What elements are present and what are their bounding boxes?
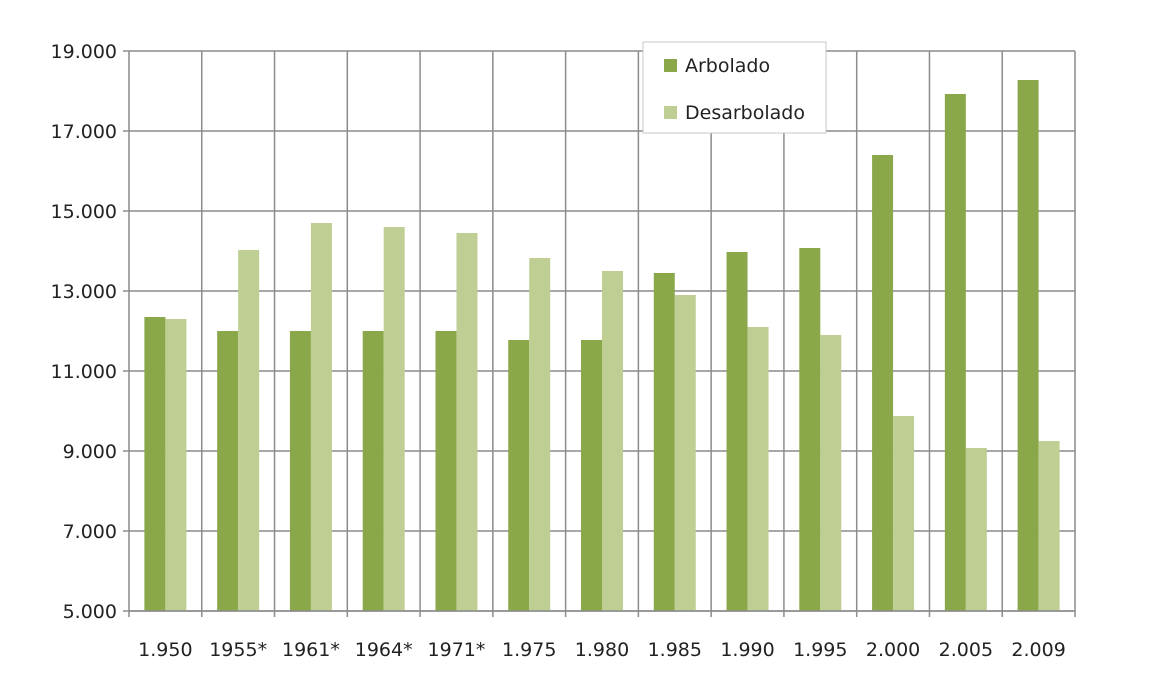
bar-desarbolado-4: [456, 233, 478, 611]
grid: [128, 50, 1076, 617]
x-tick-label: 1955*: [209, 639, 267, 661]
bar-desarbolado-10: [893, 416, 915, 611]
bar-desarbolado-11: [965, 448, 987, 611]
bar-arbolado-12: [1017, 80, 1039, 611]
bar-arbolado-0: [144, 317, 166, 611]
y-tick-label: 7.000: [63, 521, 117, 543]
legend-swatch-desarbolado: [664, 106, 677, 119]
bar-desarbolado-0: [165, 319, 187, 611]
x-tick-label: 2.000: [866, 639, 920, 661]
bar-desarbolado-2: [310, 223, 332, 611]
bar-arbolado-2: [289, 331, 311, 611]
x-tick-label: 1.950: [138, 639, 192, 661]
x-tick-label: 1964*: [355, 639, 413, 661]
bar-arbolado-9: [799, 248, 821, 611]
bar-arbolado-11: [944, 94, 966, 611]
bar-desarbolado-8: [747, 327, 769, 611]
x-tick-label: 1.995: [793, 639, 847, 661]
y-tick-label: 11.000: [51, 361, 117, 383]
y-axis: 5.000 7.000 9.000 11.000 13.000 15.000 17.000 1…: [51, 41, 129, 623]
bar-desarbolado-6: [602, 271, 623, 611]
bar-arbolado-10: [872, 155, 894, 611]
bar-desarbolado-1: [238, 250, 260, 611]
bar-desarbolado-5: [529, 258, 551, 611]
bar-desarbolado-3: [383, 227, 405, 611]
y-tick-label: 17.000: [51, 121, 117, 143]
x-tick-label: 1961*: [282, 639, 340, 661]
bar-arbolado-5: [508, 340, 530, 611]
bar-arbolado-4: [435, 331, 457, 611]
x-axis: 1.950 1955* 1961* 1964* 1971* 1.975 1.980 1.985…: [129, 610, 1075, 661]
x-tick-label: 2.009: [1011, 639, 1065, 661]
bars: [144, 80, 1060, 611]
x-tick-label: 2.005: [939, 639, 993, 661]
legend-label: Desarbolado: [685, 102, 805, 124]
x-tick-label: 1.985: [648, 639, 702, 661]
y-tick-label: 5.000: [63, 601, 117, 623]
bar-desarbolado-7: [674, 295, 696, 611]
legend-label: Arbolado: [685, 55, 770, 77]
y-tick-label: 9.000: [63, 441, 117, 463]
bar-arbolado-1: [217, 331, 239, 611]
bar-arbolado-7: [653, 273, 675, 611]
x-tick-label: 1971*: [428, 639, 486, 661]
legend: Arbolado Desarbolado: [642, 41, 827, 134]
bar-desarbolado-9: [820, 335, 842, 611]
bar-arbolado-8: [726, 252, 748, 611]
legend-swatch-arbolado: [664, 59, 677, 72]
y-tick-label: 19.000: [51, 41, 117, 63]
bar-arbolado-3: [362, 331, 384, 611]
x-tick-label: 1.990: [720, 639, 774, 661]
bar-arbolado-6: [581, 340, 602, 611]
x-tick-label: 1.975: [502, 639, 556, 661]
y-tick-label: 15.000: [51, 201, 117, 223]
x-tick-label: 1.980: [575, 639, 629, 661]
bar-desarbolado-12: [1038, 441, 1060, 611]
y-tick-label: 13.000: [51, 281, 117, 303]
